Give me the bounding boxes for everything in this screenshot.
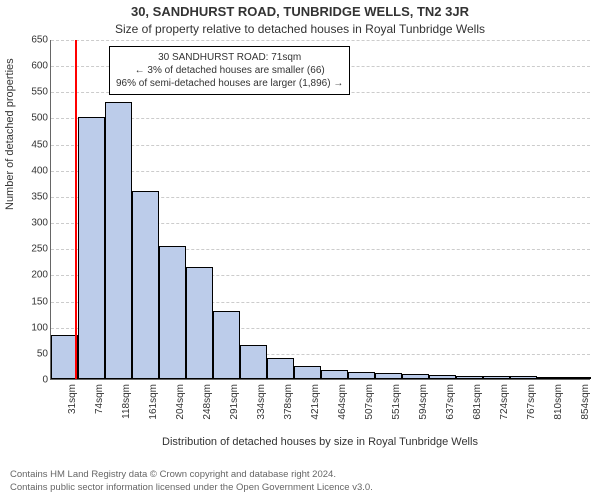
y-tick-label: 300 [31,218,48,229]
y-axis-label: Number of detached properties [4,58,16,210]
histogram-bar [537,377,564,379]
x-tick-label: 204sqm [175,384,186,420]
x-tick-label: 118sqm [121,384,132,419]
plot-area: 30 SANDHURST ROAD: 71sqm ← 3% of detache… [50,40,590,380]
histogram-bar [132,191,159,379]
property-marker-line [75,40,77,379]
histogram-bar [510,376,537,379]
x-tick-label: 421sqm [310,384,321,420]
x-tick-label: 681sqm [472,384,483,420]
legend-line-1: 30 SANDHURST ROAD: 71sqm [116,51,343,64]
x-tick-label: 334sqm [256,384,267,420]
y-tick-label: 250 [31,244,48,255]
histogram-bar [51,335,78,379]
y-tick-label: 0 [42,375,48,386]
x-tick-label: 507sqm [364,384,375,420]
chart-title: 30, SANDHURST ROAD, TUNBRIDGE WELLS, TN2… [0,4,600,19]
histogram-bar [402,374,429,379]
legend-line-2: ← 3% of detached houses are smaller (66) [116,64,343,77]
histogram-bar [213,311,240,379]
x-tick-label: 161sqm [148,384,159,420]
histogram-bar [564,377,591,379]
x-tick-label: 291sqm [229,384,240,420]
legend-line-3: 96% of semi-detached houses are larger (… [116,77,343,90]
footer-attribution: Contains HM Land Registry data © Crown c… [10,469,373,494]
y-tick-label: 50 [37,348,48,359]
histogram-bar [159,246,186,379]
histogram-bar [186,267,213,379]
x-tick-label: 854sqm [580,384,591,420]
footer-line-2: Contains public sector information licen… [10,482,373,494]
x-tick-label: 31sqm [67,384,78,414]
y-tick-label: 150 [31,296,48,307]
histogram-bar [267,358,294,379]
histogram-bar [348,372,375,379]
x-tick-label: 767sqm [526,384,537,420]
histogram-bar [375,373,402,379]
x-tick-label: 594sqm [418,384,429,420]
x-tick-label: 810sqm [553,384,564,420]
y-tick-label: 100 [31,322,48,333]
histogram-bar [78,117,105,379]
y-tick-label: 450 [31,139,48,150]
y-tick-label: 400 [31,165,48,176]
y-tick-label: 200 [31,270,48,281]
x-tick-label: 378sqm [283,384,294,420]
histogram-bar [105,102,132,379]
histogram-bar [483,376,510,379]
x-tick-label: 248sqm [202,384,213,420]
histogram-bar [240,345,267,379]
grid-line [51,40,590,41]
y-tick-label: 550 [31,87,48,98]
y-tick-label: 350 [31,191,48,202]
x-tick-label: 551sqm [391,384,402,420]
x-tick-label: 637sqm [445,384,456,420]
footer-line-1: Contains HM Land Registry data © Crown c… [10,469,373,481]
y-tick-label: 600 [31,61,48,72]
x-tick-label: 464sqm [337,384,348,420]
x-tick-label: 74sqm [94,384,105,414]
histogram-bar [294,366,321,379]
chart-subtitle: Size of property relative to detached ho… [0,22,600,36]
x-tick-label: 724sqm [499,384,510,420]
y-tick-label: 650 [31,35,48,46]
y-tick-label: 500 [31,113,48,124]
histogram-bar [456,376,483,379]
histogram-bar [321,370,348,379]
histogram-bar [429,375,456,379]
legend-box: 30 SANDHURST ROAD: 71sqm ← 3% of detache… [109,46,350,95]
x-axis-label: Distribution of detached houses by size … [50,436,590,448]
